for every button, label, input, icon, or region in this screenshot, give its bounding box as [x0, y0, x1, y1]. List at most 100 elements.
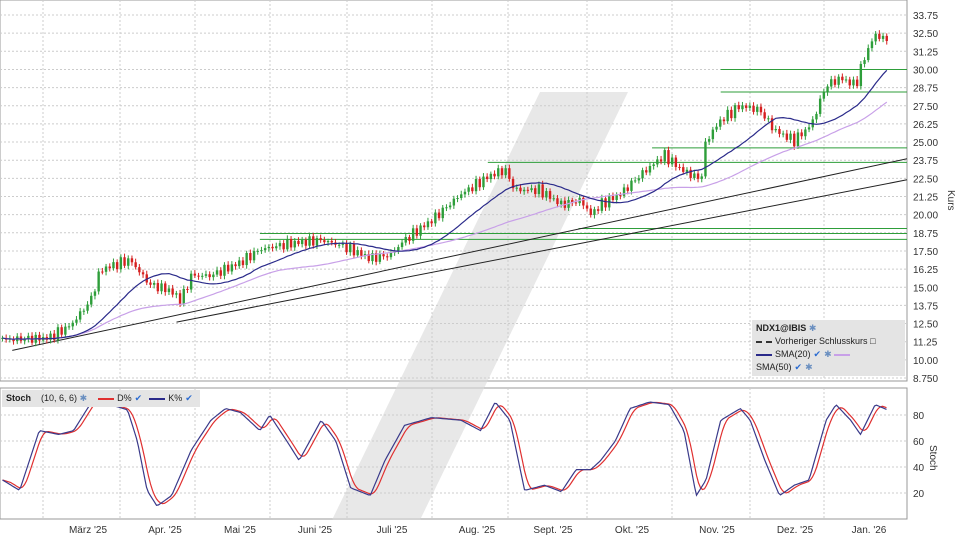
x-tick-label: Okt. '25 — [615, 525, 650, 536]
x-tick-label: Dez. '25 — [777, 525, 814, 536]
candle-body — [826, 86, 829, 93]
y-tick-label: 18.75 — [913, 229, 938, 240]
candle-body — [707, 139, 711, 142]
candle-body — [297, 240, 300, 245]
candle-body — [263, 248, 267, 251]
candle-body — [112, 262, 115, 269]
y-tick-label: 11.25 — [913, 338, 938, 349]
candle-body — [700, 176, 703, 179]
x-tick-label: Jan. '26 — [852, 525, 887, 536]
candle-body — [504, 168, 507, 176]
candle-body — [659, 159, 663, 162]
candle-body — [371, 253, 374, 262]
candle-body — [108, 266, 111, 269]
settings-icon[interactable]: ✱ — [805, 362, 813, 372]
candle-body — [193, 273, 197, 276]
y-tick-label: 22.50 — [913, 174, 938, 185]
candle-body — [582, 197, 585, 206]
y-tick-label: 12.50 — [913, 320, 938, 331]
candle-body — [759, 106, 763, 113]
candle-body — [874, 33, 877, 42]
candle-body — [178, 293, 182, 304]
candle-body — [212, 274, 215, 278]
check-icon[interactable]: ✔ — [794, 362, 803, 372]
candle-body — [722, 119, 726, 122]
candle-body — [752, 105, 755, 112]
candle-body — [152, 283, 156, 285]
candle-body — [386, 256, 389, 258]
candle-body — [204, 274, 208, 276]
candle-body — [593, 209, 596, 215]
candle-body — [238, 260, 241, 267]
candle-body — [271, 246, 274, 249]
check-icon[interactable]: ✔ — [185, 393, 193, 403]
candle-body — [430, 221, 433, 224]
candle-body — [389, 252, 393, 258]
candle-body — [574, 202, 578, 204]
y-tick-label: 16.25 — [913, 265, 938, 276]
candle-body — [319, 238, 322, 241]
legend-prev-close: Vorheriger Schlusskurs — [775, 336, 868, 346]
candle-body — [478, 179, 481, 188]
candle-body — [474, 179, 478, 192]
checkbox-icon[interactable]: □ — [870, 336, 876, 346]
check-icon[interactable]: ✔ — [813, 349, 822, 359]
candle-body — [293, 240, 296, 248]
x-tick-label: Mai '25 — [224, 525, 256, 536]
candle-body — [508, 168, 511, 179]
candle-body — [800, 132, 803, 137]
check-icon[interactable]: ✔ — [134, 393, 143, 403]
candle-body — [685, 169, 689, 172]
candle-body — [770, 118, 774, 131]
candle-body — [545, 191, 548, 198]
candle-body — [86, 304, 89, 311]
candle-body — [141, 272, 145, 275]
candle-body — [548, 191, 552, 199]
candle-body — [741, 105, 744, 110]
candle-body — [167, 288, 171, 293]
x-tick-label: Aug. '25 — [459, 525, 496, 536]
candle-body — [822, 92, 826, 99]
candle-body — [282, 243, 285, 250]
y-tick-label: 13.75 — [913, 301, 938, 312]
candle-body — [471, 187, 474, 192]
x-tick-label: Juli '25 — [377, 525, 408, 536]
candle-body — [497, 168, 500, 177]
settings-icon[interactable]: ✱ — [808, 323, 817, 333]
candle-body — [367, 254, 370, 262]
candle-body — [556, 198, 559, 205]
candle-body — [437, 212, 441, 219]
candle-body — [693, 173, 696, 178]
candle-body — [23, 339, 26, 341]
candle-body — [837, 76, 840, 85]
settings-icon[interactable]: ✱ — [824, 349, 832, 359]
candle-body — [559, 200, 563, 205]
price-legend: NDX1@IBIS ✱ Vorheriger Schlusskurs □ SMA… — [752, 320, 905, 376]
candle-body — [841, 76, 844, 81]
candle-body — [308, 236, 311, 246]
candle-body — [189, 273, 193, 290]
candle-body — [404, 237, 407, 243]
candle-body — [604, 198, 607, 208]
price-axis-title: Kurs — [945, 190, 956, 211]
y-tick-label: 32.50 — [913, 29, 938, 40]
candle-body — [541, 184, 544, 198]
candle-body — [134, 262, 137, 268]
candle-body — [552, 198, 555, 200]
candle-body — [756, 106, 759, 112]
candle-body — [315, 238, 319, 246]
candle-body — [630, 180, 633, 191]
candle-body — [778, 128, 781, 134]
candle-body — [689, 169, 692, 178]
settings-icon[interactable]: ✱ — [79, 393, 88, 403]
candle-body — [400, 242, 404, 248]
y-tick-label: 21.25 — [913, 193, 938, 204]
candle-body — [267, 246, 271, 249]
candle-body — [867, 48, 870, 61]
candle-body — [485, 176, 489, 180]
legend-sma50: SMA(50) — [756, 362, 792, 372]
candle-body — [186, 288, 189, 290]
y-tick-label: 31.25 — [913, 47, 938, 58]
candle-body — [408, 237, 411, 241]
candle-body — [53, 333, 56, 341]
